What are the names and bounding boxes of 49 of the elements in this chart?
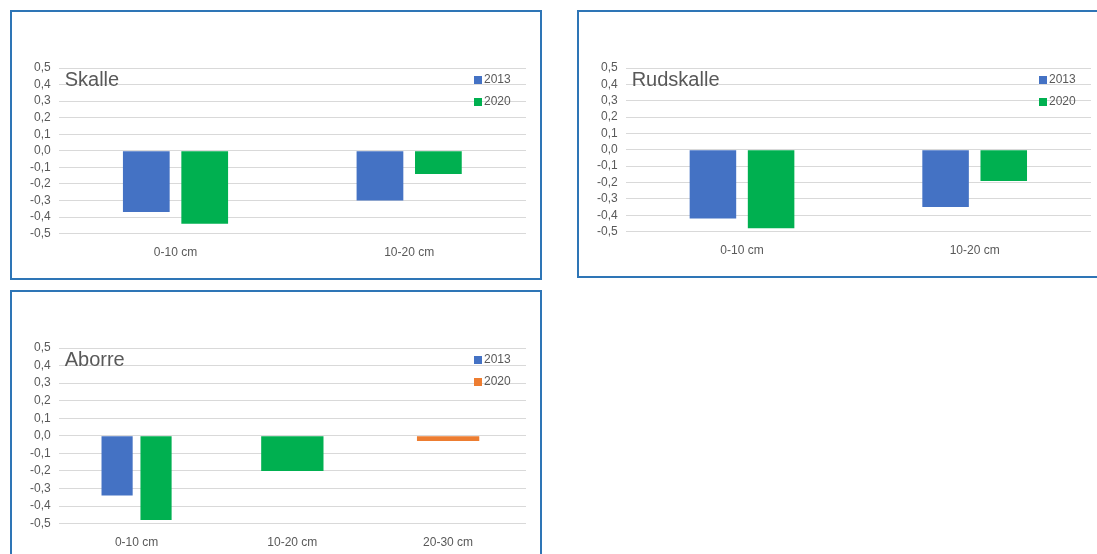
y-tick-label: 0,5: [600, 60, 618, 75]
y-tick-label: 0,5: [33, 340, 51, 355]
legend-label: 2013: [484, 72, 512, 87]
y-tick-label: 0,2: [33, 109, 51, 124]
x-tick-label: 0-10 cm: [153, 245, 198, 260]
y-tick-label: 0,0: [600, 142, 618, 157]
y-tick-label: 0,3: [600, 93, 618, 108]
y-tick-label: -0,4: [29, 498, 51, 513]
y-tick-label: -0,3: [29, 480, 51, 495]
legend-label: 2020: [484, 94, 512, 109]
legend-label: 2013: [1049, 72, 1077, 87]
y-tick-label: 0,2: [600, 109, 618, 124]
y-tick-label: 0,5: [33, 60, 51, 75]
y-tick-label: 0,1: [600, 125, 618, 140]
y-tick-label: 0,4: [33, 357, 51, 372]
x-tick-label: 10-20 cm: [949, 243, 1000, 258]
y-tick-label: 0,1: [33, 410, 51, 425]
y-tick-label: 0,2: [33, 392, 51, 407]
chart-title: Rudskalle: [631, 67, 720, 90]
legend-label: 2020: [484, 374, 512, 389]
chart-title: Skalle: [64, 67, 120, 90]
y-tick-label: -0,3: [596, 191, 618, 206]
y-tick-label: 0,3: [33, 93, 51, 108]
legend-label: 2013: [484, 352, 512, 367]
y-tick-label: -0,5: [29, 515, 51, 530]
x-tick-label: 0-10 cm: [114, 535, 159, 550]
y-tick-label: -0,1: [29, 159, 51, 174]
y-tick-label: -0,1: [29, 445, 51, 460]
legend-label: 2020: [1049, 94, 1077, 109]
y-tick-label: 0,1: [33, 126, 51, 141]
y-tick-label: 0,3: [33, 375, 51, 390]
y-tick-label: -0,4: [596, 207, 618, 222]
chart-title: Aborre: [64, 347, 125, 370]
y-tick-label: 0,4: [33, 76, 51, 91]
x-tick-label: 10-20 cm: [384, 245, 435, 260]
x-tick-label: 20-30 cm: [423, 535, 474, 550]
y-tick-label: -0,2: [596, 174, 618, 189]
x-tick-label: 10-20 cm: [267, 535, 318, 550]
y-tick-label: 0,0: [33, 428, 51, 443]
y-tick-label: -0,2: [29, 176, 51, 191]
x-tick-label: 0-10 cm: [720, 243, 764, 258]
y-tick-label: 0,4: [600, 76, 618, 91]
y-tick-label: 0,0: [33, 143, 51, 158]
y-tick-label: -0,5: [596, 223, 618, 238]
y-tick-label: -0,2: [29, 463, 51, 478]
y-tick-label: -0,3: [29, 192, 51, 207]
y-tick-label: -0,5: [29, 225, 51, 240]
y-tick-label: -0,1: [596, 158, 618, 173]
y-tick-label: -0,4: [29, 209, 51, 224]
